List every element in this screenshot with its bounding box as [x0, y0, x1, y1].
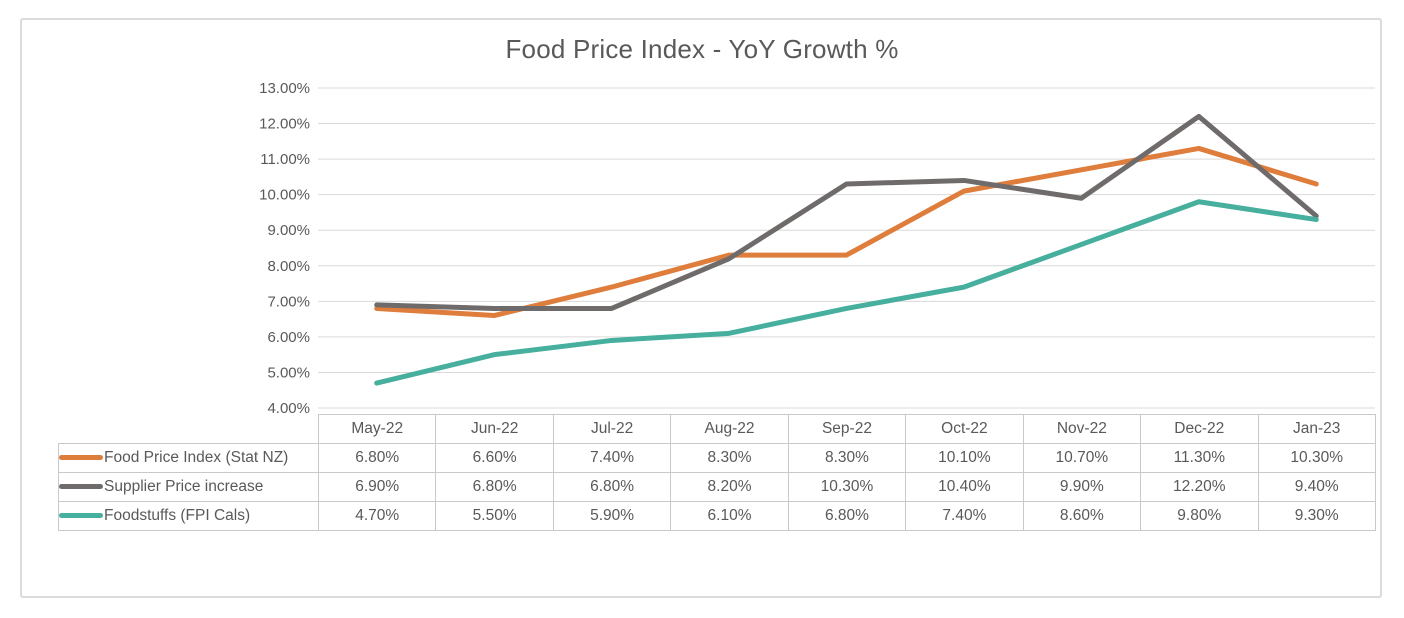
value-cell: 10.30% [1257, 443, 1376, 473]
month-header-cell: Jun-22 [435, 414, 554, 444]
month-header-cell: Jan-23 [1257, 414, 1376, 444]
value-cell: 11.30% [1140, 443, 1259, 473]
value-cell: 6.80% [787, 501, 907, 531]
value-cell: 6.80% [317, 443, 437, 473]
month-header-cell: Jul-22 [552, 414, 672, 444]
month-header-cell: May-22 [317, 414, 437, 444]
legend-line-swatch [59, 455, 103, 460]
month-header-cell: Aug-22 [670, 414, 789, 444]
value-cell: 6.60% [435, 443, 554, 473]
data-table: May-22 Jun-22 Jul-22 Aug-22 Sep-22 Oct-22 Nov-… [58, 414, 1376, 531]
value-cell: 6.10% [670, 501, 789, 531]
chart-title: Food Price Index - YoY Growth % [505, 34, 899, 64]
value-cell: 7.40% [905, 501, 1024, 531]
table-row: Foodstuffs (FPI Cals) 4.70% 5.50% 5.90% 6.10… [58, 501, 1376, 531]
table-row: Supplier Price increase 6.90% 6.80% 6.80% 8.… [58, 472, 1376, 502]
value-cell: 8.30% [670, 443, 789, 473]
value-cell: 6.80% [435, 472, 554, 502]
value-cell: 9.90% [1022, 472, 1142, 502]
series-label-cell: Food Price Index (Stat NZ) [58, 443, 319, 473]
table-corner-cell [59, 415, 319, 444]
legend-line-swatch [59, 513, 103, 518]
month-header-cell: Sep-22 [787, 414, 907, 444]
value-cell: 10.40% [905, 472, 1024, 502]
value-cell: 6.90% [317, 472, 437, 502]
table-row: Food Price Index (Stat NZ) 6.80% 6.60% 7.40… [58, 443, 1376, 473]
value-cell: 9.80% [1140, 501, 1259, 531]
series-name: Foodstuffs (FPI Cals) [104, 507, 251, 524]
value-cell: 6.80% [552, 472, 672, 502]
month-header-cell: Nov-22 [1022, 414, 1142, 444]
value-cell: 4.70% [317, 501, 437, 531]
value-cell: 10.70% [1022, 443, 1142, 473]
value-cell: 5.50% [435, 501, 554, 531]
legend-line-swatch [59, 484, 103, 489]
series-label-cell: Supplier Price increase [58, 472, 319, 502]
series-name: Supplier Price increase [104, 478, 264, 495]
month-header-cell: Oct-22 [905, 414, 1024, 444]
value-cell: 12.20% [1140, 472, 1259, 502]
value-cell: 7.40% [552, 443, 672, 473]
value-cell: 8.30% [787, 443, 907, 473]
value-cell: 9.40% [1257, 472, 1376, 502]
series-label-cell: Foodstuffs (FPI Cals) [58, 501, 319, 531]
table-header-row: May-22 Jun-22 Jul-22 Aug-22 Sep-22 Oct-22 Nov-… [59, 414, 1376, 444]
value-cell: 10.30% [787, 472, 907, 502]
series-name: Food Price Index (Stat NZ) [104, 449, 289, 466]
value-cell: 10.10% [905, 443, 1024, 473]
value-cell: 8.60% [1022, 501, 1142, 531]
value-cell: 9.30% [1257, 501, 1376, 531]
month-header-cell: Dec-22 [1140, 414, 1259, 444]
value-cell: 8.20% [670, 472, 789, 502]
value-cell: 5.90% [552, 501, 672, 531]
